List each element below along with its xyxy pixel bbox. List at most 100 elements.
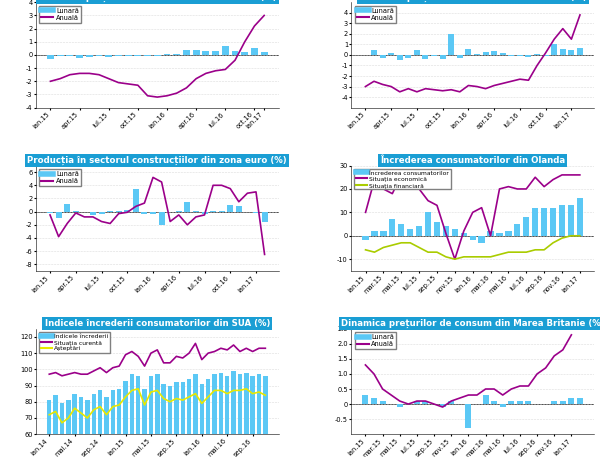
Title: Dinamica prețurilor industriale din Estonia (%): Dinamica prețurilor industriale din Esto… xyxy=(359,0,587,2)
Bar xyxy=(388,53,394,55)
Bar xyxy=(154,55,161,56)
Bar xyxy=(212,374,217,457)
Bar xyxy=(168,386,172,457)
Bar xyxy=(73,211,79,212)
Bar xyxy=(380,401,386,404)
Bar xyxy=(414,50,420,55)
Title: Încrederea consumatorilor din Olanda: Încrederea consumatorilor din Olanda xyxy=(380,156,565,165)
Bar xyxy=(496,234,503,236)
Bar xyxy=(149,376,153,457)
Bar xyxy=(98,212,104,213)
Bar xyxy=(523,217,529,236)
Bar xyxy=(474,54,480,55)
Bar xyxy=(466,48,472,55)
Bar xyxy=(73,393,77,457)
Bar xyxy=(362,236,368,240)
Bar xyxy=(559,205,565,236)
Bar xyxy=(244,372,248,457)
Bar xyxy=(263,376,268,457)
Bar xyxy=(577,198,583,236)
Bar xyxy=(218,211,224,212)
Bar xyxy=(64,204,70,212)
Bar xyxy=(95,55,103,56)
Bar xyxy=(92,393,96,457)
Bar xyxy=(532,207,538,236)
Bar xyxy=(76,55,83,58)
Bar xyxy=(206,379,211,457)
Bar xyxy=(117,389,121,457)
Bar xyxy=(482,52,488,55)
Bar xyxy=(551,401,557,404)
Bar xyxy=(82,212,88,213)
Bar xyxy=(534,54,540,55)
Bar xyxy=(227,205,233,212)
Legend: Lunară, Anuală: Lunară, Anuală xyxy=(355,5,397,22)
Legend: Indicele încrederii, Situația curentă, Așteptări: Indicele încrederii, Situația curentă, A… xyxy=(39,332,110,353)
Bar xyxy=(150,212,156,214)
Bar xyxy=(124,210,130,212)
Bar xyxy=(466,404,472,428)
Bar xyxy=(56,212,62,218)
Bar xyxy=(133,189,139,212)
Bar xyxy=(425,213,431,236)
Bar xyxy=(577,398,583,404)
Bar xyxy=(183,50,190,55)
Bar xyxy=(176,211,182,212)
Bar xyxy=(482,395,488,404)
Bar xyxy=(491,51,497,55)
Bar xyxy=(457,55,463,58)
Bar xyxy=(407,229,413,236)
Bar xyxy=(53,395,58,457)
Bar xyxy=(47,400,52,457)
Title: Dinamica prețurilor de consum din Marea Britanie (%): Dinamica prețurilor de consum din Marea … xyxy=(341,319,600,328)
Bar xyxy=(261,52,268,55)
Bar xyxy=(448,401,454,404)
Bar xyxy=(222,46,229,55)
Bar xyxy=(448,34,454,55)
Bar xyxy=(67,55,73,56)
Bar xyxy=(57,55,64,56)
Bar xyxy=(184,202,190,212)
Bar xyxy=(487,231,494,236)
Bar xyxy=(568,50,574,55)
Bar xyxy=(380,55,386,58)
Bar xyxy=(452,229,458,236)
Bar xyxy=(202,212,208,214)
Bar xyxy=(238,374,242,457)
Bar xyxy=(371,231,377,236)
Bar xyxy=(241,52,248,55)
Bar xyxy=(134,55,141,56)
Bar xyxy=(478,236,485,243)
Bar xyxy=(155,374,160,457)
Bar xyxy=(380,231,386,236)
Bar xyxy=(125,55,131,56)
Bar xyxy=(491,401,497,404)
Title: Indicele încrederii consumatorilor din SUA (%): Indicele încrederii consumatorilor din S… xyxy=(44,319,270,328)
Bar xyxy=(517,55,523,56)
Bar xyxy=(577,48,583,55)
Bar xyxy=(422,401,428,404)
Bar xyxy=(568,398,574,404)
Bar xyxy=(106,55,112,57)
Bar xyxy=(253,212,259,213)
Bar xyxy=(517,401,523,404)
Bar xyxy=(136,376,140,457)
Bar xyxy=(416,226,422,236)
Bar xyxy=(262,212,268,222)
Bar xyxy=(526,401,532,404)
Bar xyxy=(551,44,557,55)
Bar xyxy=(144,55,151,56)
Bar xyxy=(422,55,428,59)
Bar xyxy=(414,401,420,404)
Bar xyxy=(85,400,89,457)
Bar xyxy=(173,53,180,55)
Bar xyxy=(86,55,92,57)
Bar xyxy=(541,207,547,236)
Bar xyxy=(193,211,199,212)
Bar xyxy=(397,404,403,407)
Bar xyxy=(167,212,173,213)
Bar xyxy=(212,51,219,55)
Bar xyxy=(505,231,512,236)
Bar xyxy=(110,390,115,457)
Bar xyxy=(116,211,122,212)
